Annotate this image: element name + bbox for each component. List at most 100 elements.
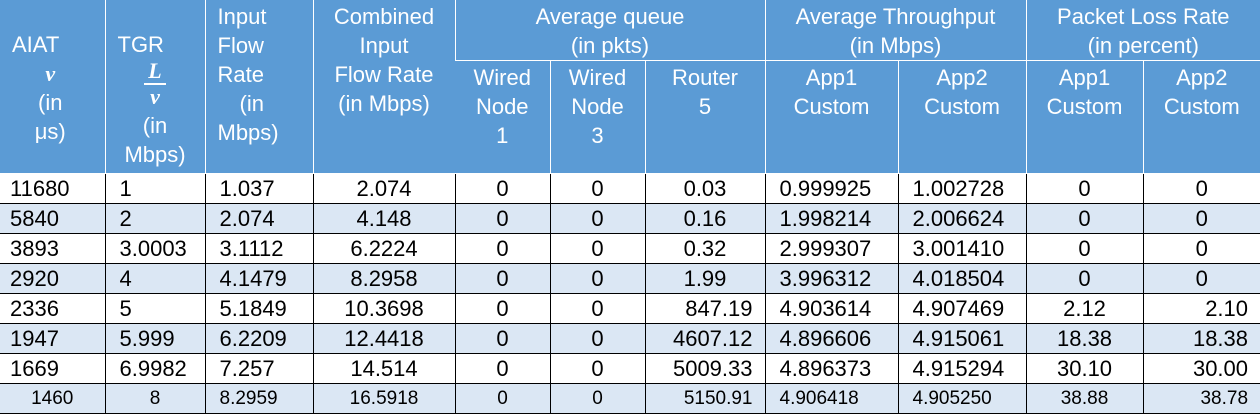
aiat-label: AIAT [12, 32, 60, 57]
cell-tgr: 5 [104, 293, 205, 324]
cell-aiat: 1460 [0, 383, 105, 414]
tgr-denominator: v [150, 84, 160, 109]
cell-plr-app1: 30.10 [1025, 353, 1144, 384]
cell-aiat: 5840 [0, 203, 105, 234]
cell-queue-router5: 5150.91 [644, 383, 765, 414]
header-combined-input-flow-rate: Combined Input Flow Rate (in Mbps) [312, 0, 455, 174]
aiat-symbol: v [45, 61, 56, 86]
header-throughput-app2: App2 Custom [897, 60, 1027, 174]
cell-throughput-app1: 3.996312 [764, 263, 898, 294]
cell-plr-app1: 0 [1025, 263, 1144, 294]
combined-line3: Flow Rate [334, 62, 434, 87]
cell-queue-wn3: 0 [549, 353, 645, 384]
cell-throughput-app1: 2.999307 [764, 233, 898, 264]
combined-line2: Input [359, 33, 409, 58]
header-average-throughput: Average Throughput (in Mbps) [764, 0, 1027, 61]
header-wired-node-1: Wired Node 1 [455, 60, 550, 174]
table-row: 1947 5.999 6.2209 12.4418 0 0 4607.12 4.… [0, 323, 1260, 354]
cell-combined-rate: 8.2958 [312, 263, 455, 294]
cell-plr-app2: 0 [1142, 203, 1260, 234]
header-plr-app2: App2 Custom [1142, 60, 1260, 174]
wn3-line3: 3 [591, 123, 604, 148]
tgr-label: TGR [117, 32, 164, 57]
table-row: 11680 1 1.037 2.074 0 0 0.03 0.999925 1.… [0, 173, 1260, 204]
table-header: AIAT v (in μs) TGR L v (in Mbps) [0, 0, 1260, 174]
cell-plr-app1: 38.88 [1025, 383, 1144, 414]
cell-throughput-app2: 4.907469 [897, 293, 1027, 324]
cell-aiat: 1947 [0, 323, 105, 354]
tp-app2-line1: App2 [936, 65, 988, 90]
cell-queue-router5: 4607.12 [644, 323, 765, 354]
cell-queue-wn3: 0 [549, 293, 645, 324]
cell-plr-app1: 0 [1025, 173, 1144, 204]
cell-throughput-app2: 4.905250 [897, 383, 1027, 414]
cell-tgr: 6.9982 [104, 353, 205, 384]
cell-queue-wn1: 0 [454, 203, 550, 234]
plr-line1: Packet Loss Rate [1057, 4, 1230, 29]
header-input-flow-rate: Input Flow Rate (in Mbps) [204, 0, 313, 174]
cell-tgr: 1 [104, 173, 205, 204]
table-row: 1460 8 8.2959 16.5918 0 0 5150.91 4.9064… [0, 383, 1260, 414]
cell-throughput-app2: 2.006624 [897, 203, 1027, 234]
cell-input-flow-rate: 8.2959 [204, 383, 313, 414]
cell-throughput-app1: 0.999925 [764, 173, 898, 204]
cell-input-flow-rate: 4.1479 [204, 263, 313, 294]
cell-plr-app2: 30.00 [1142, 353, 1260, 384]
cell-throughput-app1: 4.903614 [764, 293, 898, 324]
aiat-unit-line1: (in [38, 90, 63, 115]
avg-queue-line2: (in pkts) [570, 33, 650, 58]
table-row: 2336 5 5.1849 10.3698 0 0 847.19 4.90361… [0, 293, 1260, 324]
cell-plr-app2: 0 [1142, 263, 1260, 294]
cell-queue-router5: 1.99 [644, 263, 765, 294]
table-row: 2920 4 4.1479 8.2958 0 0 1.99 3.996312 4… [0, 263, 1260, 294]
wn1-line1: Wired [473, 65, 531, 90]
cell-plr-app1: 0 [1025, 203, 1144, 234]
plr-app1-line2: Custom [1046, 94, 1123, 119]
combined-line4: (in Mbps) [338, 91, 430, 116]
combined-line1: Combined [333, 4, 435, 29]
header-throughput-app1: App1 Custom [764, 60, 898, 174]
cell-queue-wn3: 0 [549, 173, 645, 204]
cell-plr-app2: 0 [1142, 233, 1260, 264]
cell-throughput-app2: 4.915061 [897, 323, 1027, 354]
cell-aiat: 2336 [0, 293, 105, 324]
cell-combined-rate: 10.3698 [312, 293, 455, 324]
tp-app1-line2: Custom [793, 94, 870, 119]
cell-queue-wn3: 0 [549, 323, 645, 354]
avg-throughput-line1: Average Throughput [795, 4, 996, 29]
cell-combined-rate: 16.5918 [312, 383, 455, 414]
cell-queue-router5: 0.32 [644, 233, 765, 264]
plr-app2-line1: App2 [1176, 65, 1228, 90]
cell-queue-wn1: 0 [454, 233, 550, 264]
cell-input-flow-rate: 3.1112 [204, 233, 313, 264]
cell-queue-wn3: 0 [549, 263, 645, 294]
input-flow-line3: Rate [217, 62, 264, 87]
cell-tgr: 5.999 [104, 323, 205, 354]
wn1-line3: 1 [496, 123, 509, 148]
input-flow-line4: (in [239, 91, 264, 116]
cell-queue-wn1: 0 [454, 323, 550, 354]
cell-combined-rate: 6.2224 [312, 233, 455, 264]
cell-throughput-app1: 1.998214 [764, 203, 898, 234]
header-tgr: TGR L v (in Mbps) [104, 0, 205, 174]
cell-queue-router5: 0.16 [644, 203, 765, 234]
avg-queue-line1: Average queue [535, 4, 685, 29]
cell-queue-wn1: 0 [454, 383, 550, 414]
cell-queue-router5: 847.19 [644, 293, 765, 324]
cell-tgr: 8 [104, 383, 205, 414]
cell-plr-app1: 2.12 [1025, 293, 1144, 324]
header-average-queue: Average queue (in pkts) [454, 0, 765, 61]
cell-queue-wn3: 0 [549, 233, 645, 264]
wn3-line2: Node [571, 94, 624, 119]
avg-throughput-line2: (in Mbps) [849, 33, 942, 58]
cell-tgr: 2 [104, 203, 205, 234]
cell-throughput-app1: 4.896373 [764, 353, 898, 384]
cell-input-flow-rate: 5.1849 [204, 293, 313, 324]
table-row: 1669 6.9982 7.257 14.514 0 0 5009.33 4.8… [0, 353, 1260, 384]
wn3-line1: Wired [568, 65, 627, 90]
header-router-5: Router 5 [644, 60, 765, 174]
cell-throughput-app1: 4.906418 [764, 383, 898, 414]
input-flow-line5: Mbps) [217, 120, 279, 145]
cell-input-flow-rate: 7.257 [204, 353, 313, 384]
